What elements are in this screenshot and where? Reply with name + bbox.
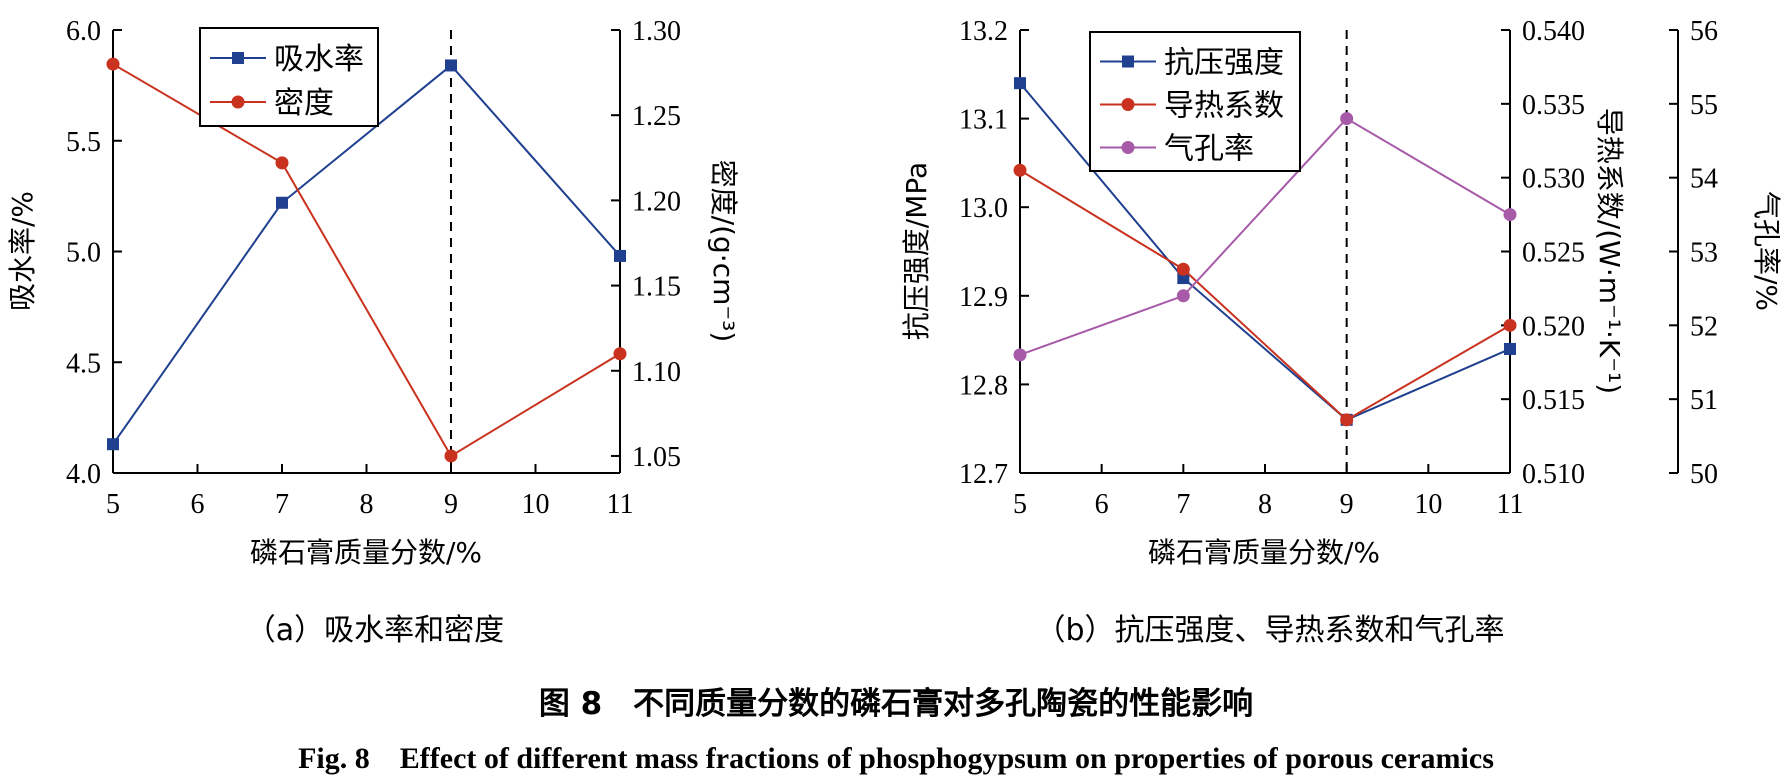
y-tick-label-left: 5.0 [66, 238, 101, 269]
legend-label: 气孔率 [1164, 132, 1254, 167]
data-point-2 [1340, 112, 1354, 126]
data-point-0 [1014, 77, 1026, 90]
caption-a: （a）吸水率和密度 [246, 613, 504, 648]
y-tick-label-right1: 0.515 [1522, 385, 1585, 416]
y-tick-label-right1: 0.525 [1522, 238, 1585, 269]
data-point-1 [613, 347, 627, 361]
y-tick-label-right2: 56 [1690, 16, 1718, 47]
y-tick-label-right1: 0.520 [1522, 311, 1585, 342]
data-point-1 [444, 449, 458, 463]
y-tick-label-right: 1.05 [632, 442, 681, 473]
legend-label: 密度 [274, 86, 334, 121]
y-axis-title-right2: 气孔率/% [1750, 191, 1783, 311]
data-point-1 [1340, 413, 1354, 427]
series-line-1 [1019, 169, 1511, 422]
series-line-0 [1019, 82, 1511, 422]
y-tick-label-right1: 0.530 [1522, 164, 1585, 195]
y-tick-label-left: 6.0 [66, 16, 101, 47]
data-point-2 [1176, 289, 1190, 303]
y-tick-label-right1: 0.510 [1522, 459, 1585, 490]
y-tick-label-right2: 54 [1690, 164, 1718, 195]
x-tick-label: 9 [1340, 489, 1354, 520]
y-tick-label-right2: 55 [1690, 90, 1718, 121]
y-tick-label-left: 12.9 [959, 282, 1008, 313]
x-tick-label: 8 [1258, 489, 1272, 520]
y-axis-title-right: 密度/(g·cm⁻³) [707, 160, 740, 343]
x-tick-label: 6 [1095, 489, 1109, 520]
data-point-0 [445, 59, 457, 72]
figure-title-cn: 图 8 不同质量分数的磷石膏对多孔陶瓷的性能影响 [539, 686, 1253, 722]
x-axis-title: 磷石膏质量分数/% [250, 536, 482, 569]
data-point-1 [1013, 163, 1027, 177]
chart-b: 5 6 7 8 9 10 11磷石膏质量分数/%12.712.812.913.013.113… [900, 16, 1783, 569]
y-tick-label-right2: 52 [1690, 311, 1718, 342]
y-axis-title-right1: 导热系数/(W·m⁻¹·K⁻¹) [1593, 108, 1626, 394]
series-line-0 [112, 64, 621, 445]
y-tick-label-right: 1.20 [632, 186, 681, 217]
x-tick-label: 5 [106, 489, 120, 520]
figure-title-en: Fig. 8 Effect of different mass fraction… [298, 742, 1494, 775]
legend-box [199, 27, 379, 127]
data-point-0 [1504, 342, 1516, 355]
x-tick-label: 5 [1013, 489, 1027, 520]
legend-label: 抗压强度 [1164, 46, 1284, 81]
y-tick-label-left: 12.7 [959, 459, 1008, 490]
x-tick-label: 10 [1414, 489, 1442, 520]
data-point-2 [1503, 208, 1517, 222]
legend-label: 吸水率 [274, 42, 364, 77]
legend-marker [231, 95, 245, 109]
legend-marker [1122, 55, 1134, 68]
y-tick-label-right2: 51 [1690, 385, 1718, 416]
series-line-1 [112, 63, 621, 458]
y-tick-label-left: 4.0 [66, 459, 101, 490]
x-tick-label: 7 [1176, 489, 1190, 520]
data-point-1 [1503, 318, 1517, 332]
x-tick-label: 10 [522, 489, 550, 520]
x-tick-label: 11 [607, 489, 634, 520]
legend-marker [1121, 98, 1135, 111]
y-tick-label-left: 5.5 [66, 127, 101, 158]
y-tick-label-right2: 53 [1690, 238, 1718, 269]
x-tick-label: 8 [360, 489, 374, 520]
legend-marker [1121, 141, 1135, 154]
data-point-0 [1177, 272, 1190, 285]
y-tick-label-right: 1.10 [632, 357, 681, 388]
data-point-1 [275, 156, 289, 170]
y-axis-title-left: 抗压强度/MPa [900, 162, 933, 340]
y-tick-label-right: 1.25 [632, 101, 681, 132]
data-point-1 [106, 57, 120, 71]
data-point-0 [614, 249, 626, 262]
y-tick-label-left: 13.2 [959, 16, 1008, 47]
series-line-2 [1019, 117, 1511, 356]
y-tick-label-right2: 50 [1690, 459, 1718, 490]
x-tick-label: 11 [1497, 489, 1524, 520]
y-tick-label-right1: 0.535 [1522, 90, 1585, 121]
y-tick-label-left: 12.8 [959, 370, 1008, 401]
caption-b: （b）抗压强度、导热系数和气孔率 [1035, 613, 1504, 648]
y-axis-title-left: 吸水率/% [6, 191, 39, 311]
y-tick-label-right: 1.15 [632, 272, 681, 303]
data-point-2 [1013, 348, 1027, 362]
data-point-0 [107, 438, 119, 451]
x-tick-label: 9 [444, 489, 458, 520]
chart-a: 5 6 7 8 9 10 11 磷石膏质量分数/% 4.0 4.5 5.0 5.5 6.0 吸水率/% 1.… [6, 16, 740, 569]
data-point-1 [1176, 262, 1190, 276]
x-axis-title: 磷石膏质量分数/% [1148, 536, 1380, 569]
y-tick-label-right: 1.30 [632, 16, 681, 47]
y-tick-label-right1: 0.540 [1522, 16, 1585, 47]
y-tick-label-left: 13.1 [959, 105, 1008, 136]
x-tick-label: 7 [275, 489, 289, 520]
x-tick-label: 6 [191, 489, 205, 520]
y-tick-label-left: 4.5 [66, 348, 101, 379]
data-point-0 [276, 196, 288, 209]
y-tick-label-left: 13.0 [959, 193, 1008, 224]
legend-label: 导热系数 [1164, 89, 1284, 124]
legend-marker [232, 52, 244, 64]
